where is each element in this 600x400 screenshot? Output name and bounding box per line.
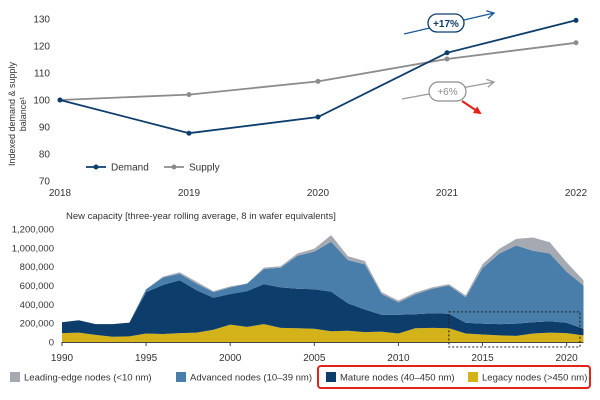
supply-change-label: +6% [437,87,457,98]
line-chart-annotations: +17% +6% [401,10,496,115]
area-chart-y-tick-label: 600,000 [20,281,54,292]
legend-swatch-mature [326,372,336,382]
line-chart-x-tick-label: 2020 [307,188,330,199]
line-chart-x-tick-label: 2018 [49,188,72,199]
line-chart-y-ticks: 70 80 90 100 110 120 130 [33,15,50,188]
line-chart-y-tick-label: 80 [39,150,51,161]
line-chart-y-tick-label: 130 [33,15,50,26]
line-point-supply [315,78,321,84]
area-chart-y-tick-label: 400,000 [20,300,54,311]
area-chart-x-tick-label: 2010 [387,353,410,364]
line-series-supply [59,41,577,101]
line-chart-series [57,17,579,136]
legend-label-mature: Mature nodes (40–450 nm) [340,373,455,384]
area-series-legacy [62,324,584,342]
highlight-arrow [461,100,482,115]
line-point-demand [573,17,579,23]
area-chart-y-tick-label: 800,000 [20,262,54,273]
recent-mature-legacy-highlight-box [448,311,581,348]
area-chart-title: New capacity [three-year rolling average… [66,211,336,222]
line-chart-x-tick-label: 2019 [178,188,201,199]
line-chart-x-tick-label: 2022 [565,188,588,199]
demand-change-label: +17% [433,19,459,30]
area-chart-areas [62,235,584,342]
line-point-supply [444,56,450,62]
line-point-demand [444,50,450,56]
legend-swatch-legacy [468,372,478,382]
legend-label-demand: Demand [111,163,149,174]
area-chart-x-axis: 1990 1995 2000 2005 2010 2015 2020 [51,342,584,364]
area-chart-y-tick-label: 1,200,000 [12,225,54,236]
area-chart-x-tick-label: 1990 [51,353,74,364]
line-chart-ylabel-line-1: Indexed demand & supply [7,61,17,166]
area-series-advanced [62,241,584,329]
area-chart-x-tick-label: 1995 [135,353,158,364]
line-point-demand [57,97,63,103]
legend-marker-demand [93,164,99,170]
legend-label-leading-edge: Leading-edge nodes (<10 nm) [24,373,152,384]
area-chart-highlight [448,311,581,348]
legend-label-advanced: Advanced nodes (10–39 nm) [190,373,312,384]
area-series-mature [62,280,584,337]
supply-change-badge [428,81,467,102]
new-capacity-area-chart: New capacity [three-year rolling average… [10,211,591,389]
legend-label-supply: Supply [189,163,220,174]
legend-marker-supply [171,164,177,170]
area-chart-legend: Leading-edge nodes (<10 nm) Advanced node… [10,365,591,389]
area-chart-x-tick-label: 2020 [556,353,579,364]
line-chart-y-tick-label: 120 [33,42,50,53]
area-chart-x-tick-label: 2000 [219,353,242,364]
area-chart-y-tick-label: 0 [49,338,54,349]
area-chart-x-tick-label: 2015 [471,353,494,364]
line-point-supply [573,40,579,46]
legend-swatch-leading-edge [10,372,20,382]
line-chart-legend: Demand Supply [86,163,220,174]
line-chart-x-ticks: 2018 2019 2020 2021 2022 [49,188,588,199]
line-chart-y-tick-label: 100 [33,96,50,107]
line-chart-y-tick-label: 90 [39,123,51,134]
demand-supply-line-chart: Indexed demand & supply balance¹ 70 80 90 1… [7,10,588,199]
area-chart-y-tick-label: 1,000,000 [12,243,54,254]
area-chart-x-tick-label: 2005 [303,353,326,364]
line-point-demand [186,130,192,136]
area-series-leading-edge [62,235,584,325]
line-point-demand [315,114,321,120]
line-chart-y-tick-label: 70 [39,177,51,188]
area-chart-y-ticks: 0 200,000 400,000 600,000 800,000 1,000,000 1,… [12,225,54,349]
legend-highlight-box [317,365,591,389]
line-chart-y-tick-label: 110 [34,69,50,80]
area-chart-y-tick-label: 200,000 [20,319,54,330]
demand-change-badge [427,13,465,33]
legend-swatch-advanced [176,372,186,382]
legend-label-legacy: Legacy nodes (>450 nm) [482,373,587,384]
line-chart-ylabel-line-2: balance¹ [18,97,28,132]
line-point-supply [186,92,192,98]
line-chart-x-tick-label: 2021 [436,188,459,199]
